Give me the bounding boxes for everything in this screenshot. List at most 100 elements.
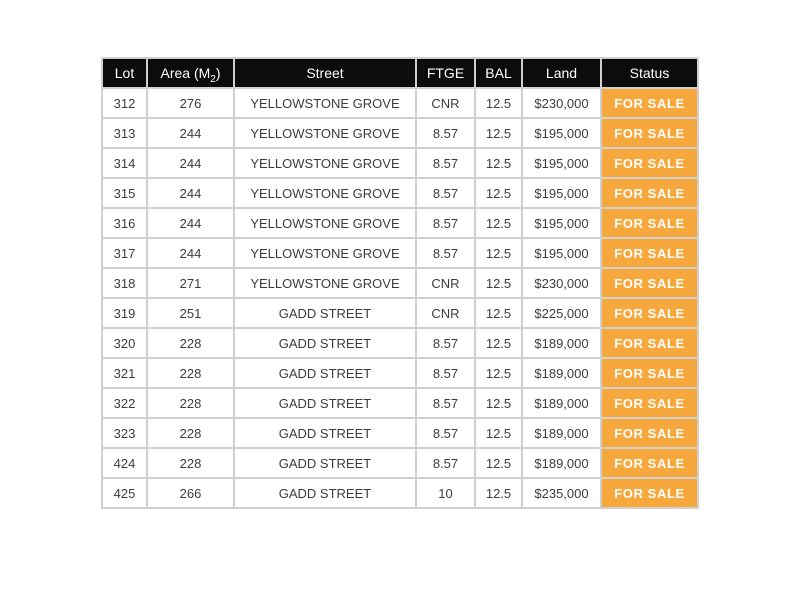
table-body: 312 276 YELLOWSTONE GROVE CNR 12.5 $230,000 FO… (101, 87, 699, 509)
bal-cell: 12.5 (474, 177, 523, 209)
street-cell: YELLOWSTONE GROVE (233, 267, 417, 299)
bal-cell: 12.5 (474, 237, 523, 269)
ftge-cell: 10 (415, 477, 476, 509)
table-row: 320 228 GADD STREET 8.57 12.5 $189,000 FOR SAL… (101, 327, 699, 359)
table-row: 323 228 GADD STREET 8.57 12.5 $189,000 FOR SAL… (101, 417, 699, 449)
area-label-subscript: 2 (210, 73, 216, 85)
table-row: 321 228 GADD STREET 8.57 12.5 $189,000 FOR SAL… (101, 357, 699, 389)
status-badge[interactable]: FOR SALE (600, 477, 699, 509)
area-cell: 244 (146, 207, 235, 239)
street-cell: GADD STREET (233, 417, 417, 449)
table-row: 322 228 GADD STREET 8.57 12.5 $189,000 FOR SAL… (101, 387, 699, 419)
street-cell: YELLOWSTONE GROVE (233, 177, 417, 209)
area-label-suffix: ) (215, 65, 221, 81)
status-badge[interactable]: FOR SALE (600, 327, 699, 359)
land-cell: $195,000 (521, 237, 602, 269)
status-badge[interactable]: FOR SALE (600, 207, 699, 239)
ftge-cell: 8.57 (415, 417, 476, 449)
bal-cell: 12.5 (474, 297, 523, 329)
land-cell: $230,000 (521, 267, 602, 299)
lot-cell: 424 (101, 447, 148, 479)
table-row: 317 244 YELLOWSTONE GROVE 8.57 12.5 $195,000 F… (101, 237, 699, 269)
table-row: 313 244 YELLOWSTONE GROVE 8.57 12.5 $195,000 F… (101, 117, 699, 149)
lot-cell: 316 (101, 207, 148, 239)
status-badge[interactable]: FOR SALE (600, 177, 699, 209)
ftge-cell: 8.57 (415, 207, 476, 239)
land-cell: $195,000 (521, 147, 602, 179)
land-cell: $189,000 (521, 447, 602, 479)
area-label-prefix: Area (M (160, 65, 211, 81)
column-header-status: Status (600, 57, 699, 89)
ftge-cell: 8.57 (415, 177, 476, 209)
area-cell: 244 (146, 177, 235, 209)
bal-cell: 12.5 (474, 87, 523, 119)
status-badge[interactable]: FOR SALE (600, 357, 699, 389)
area-cell: 244 (146, 117, 235, 149)
street-cell: YELLOWSTONE GROVE (233, 117, 417, 149)
street-cell: GADD STREET (233, 477, 417, 509)
area-cell: 228 (146, 447, 235, 479)
area-cell: 276 (146, 87, 235, 119)
ftge-cell: 8.57 (415, 387, 476, 419)
lot-cell: 313 (101, 117, 148, 149)
street-cell: GADD STREET (233, 387, 417, 419)
land-cell: $189,000 (521, 387, 602, 419)
table-row: 424 228 GADD STREET 8.57 12.5 $189,000 FOR SAL… (101, 447, 699, 479)
area-cell: 228 (146, 387, 235, 419)
column-header-bal: BAL (474, 57, 523, 89)
area-cell: 251 (146, 297, 235, 329)
table-row: 314 244 YELLOWSTONE GROVE 8.57 12.5 $195,000 F… (101, 147, 699, 179)
status-badge[interactable]: FOR SALE (600, 237, 699, 269)
status-badge[interactable]: FOR SALE (600, 117, 699, 149)
status-badge[interactable]: FOR SALE (600, 87, 699, 119)
status-badge[interactable]: FOR SALE (600, 447, 699, 479)
ftge-cell: 8.57 (415, 117, 476, 149)
bal-cell: 12.5 (474, 267, 523, 299)
area-cell: 228 (146, 357, 235, 389)
ftge-cell: CNR (415, 87, 476, 119)
lot-cell: 318 (101, 267, 148, 299)
area-cell: 271 (146, 267, 235, 299)
lot-cell: 323 (101, 417, 148, 449)
status-badge[interactable]: FOR SALE (600, 147, 699, 179)
table-row: 312 276 YELLOWSTONE GROVE CNR 12.5 $230,000 FO… (101, 87, 699, 119)
lot-cell: 317 (101, 237, 148, 269)
lot-cell: 320 (101, 327, 148, 359)
ftge-cell: CNR (415, 297, 476, 329)
land-cell: $225,000 (521, 297, 602, 329)
street-cell: YELLOWSTONE GROVE (233, 207, 417, 239)
bal-cell: 12.5 (474, 207, 523, 239)
table-row: 318 271 YELLOWSTONE GROVE CNR 12.5 $230,000 FO… (101, 267, 699, 299)
ftge-cell: CNR (415, 267, 476, 299)
area-cell: 228 (146, 417, 235, 449)
street-cell: YELLOWSTONE GROVE (233, 147, 417, 179)
land-cell: $189,000 (521, 417, 602, 449)
area-cell: 244 (146, 237, 235, 269)
bal-cell: 12.5 (474, 477, 523, 509)
land-cell: $189,000 (521, 327, 602, 359)
lot-cell: 319 (101, 297, 148, 329)
status-badge[interactable]: FOR SALE (600, 267, 699, 299)
status-badge[interactable]: FOR SALE (600, 417, 699, 449)
lot-cell: 425 (101, 477, 148, 509)
lot-cell: 321 (101, 357, 148, 389)
column-header-ftge: FTGE (415, 57, 476, 89)
bal-cell: 12.5 (474, 117, 523, 149)
land-cell: $195,000 (521, 117, 602, 149)
lot-cell: 315 (101, 177, 148, 209)
lot-cell: 322 (101, 387, 148, 419)
bal-cell: 12.5 (474, 327, 523, 359)
ftge-cell: 8.57 (415, 147, 476, 179)
bal-cell: 12.5 (474, 357, 523, 389)
street-cell: GADD STREET (233, 357, 417, 389)
land-cell: $195,000 (521, 177, 602, 209)
column-header-area: Area (M2) (146, 57, 235, 89)
status-badge[interactable]: FOR SALE (600, 297, 699, 329)
bal-cell: 12.5 (474, 417, 523, 449)
status-badge[interactable]: FOR SALE (600, 387, 699, 419)
lot-cell: 312 (101, 87, 148, 119)
street-cell: YELLOWSTONE GROVE (233, 87, 417, 119)
street-cell: GADD STREET (233, 327, 417, 359)
header-row: Lot Area (M2) Street FTGE BAL Land Statu… (101, 57, 699, 89)
column-header-land: Land (521, 57, 602, 89)
